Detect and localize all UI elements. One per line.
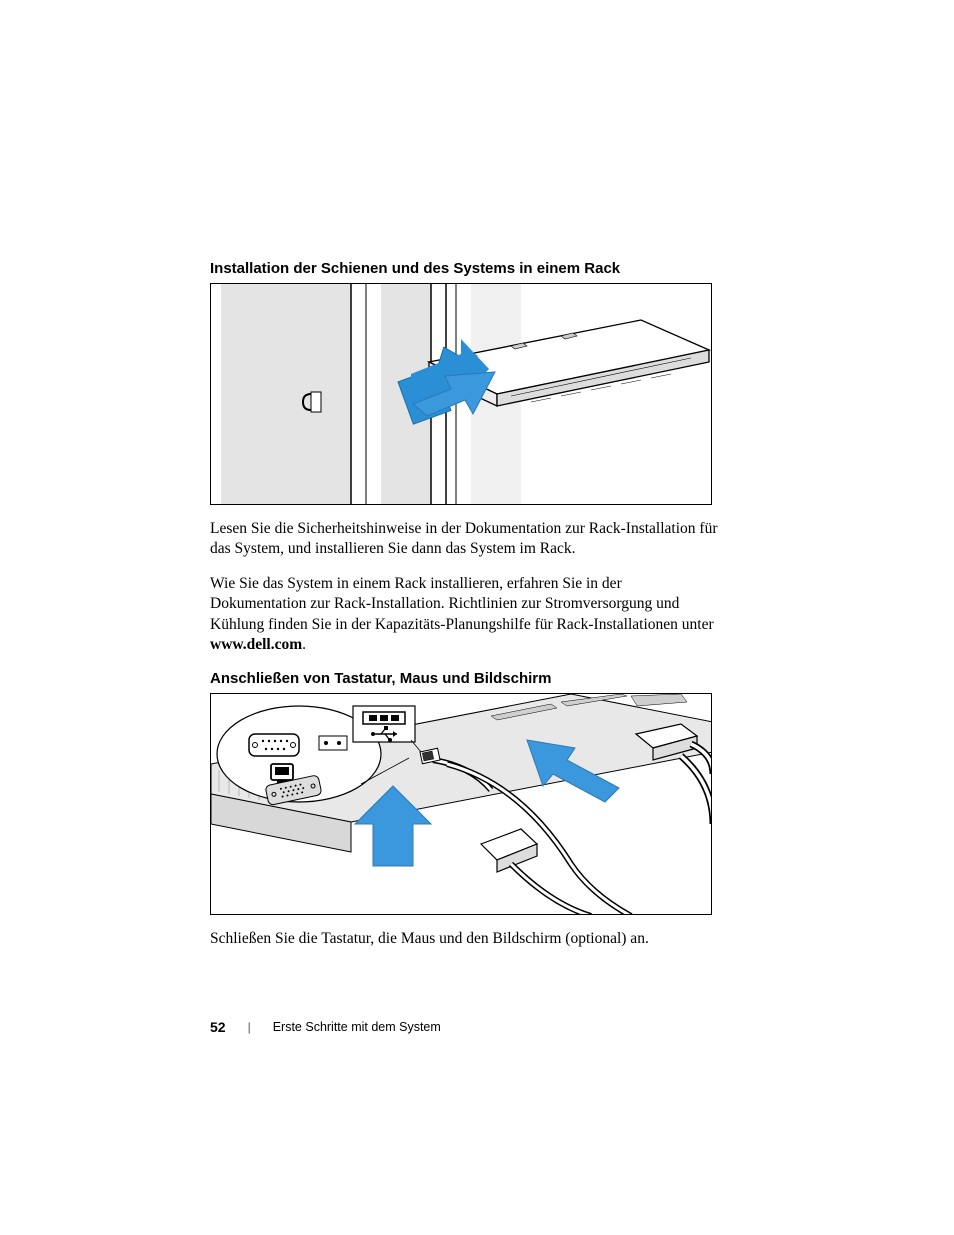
footer-separator: | [248, 1020, 251, 1034]
section1-heading: Installation der Schienen und des System… [210, 260, 722, 277]
usb-callout [353, 706, 415, 742]
section1-para2-a: Wie Sie das System in einem Rack install… [210, 575, 714, 633]
footer-title: Erste Schritte mit dem System [273, 1020, 441, 1034]
section2-heading: Anschließen von Tastatur, Maus und Bilds… [210, 670, 722, 687]
section1-para2-b: . [302, 636, 306, 653]
section1-para2: Wie Sie das System in einem Rack install… [210, 574, 720, 656]
figure-kvm-connection [210, 693, 712, 915]
kvm-connection-svg [211, 694, 712, 915]
dell-url: www.dell.com [210, 636, 302, 653]
page-number: 52 [210, 1019, 226, 1035]
figure-rack-installation [210, 283, 712, 505]
page-footer: 52 | Erste Schritte mit dem System [210, 1019, 441, 1035]
section1-para1: Lesen Sie die Sicherheitshinweise in der… [210, 519, 720, 560]
document-page: Installation der Schienen und des System… [0, 0, 954, 1235]
rack-installation-svg [211, 284, 712, 505]
section2-para1: Schließen Sie die Tastatur, die Maus und… [210, 929, 720, 949]
